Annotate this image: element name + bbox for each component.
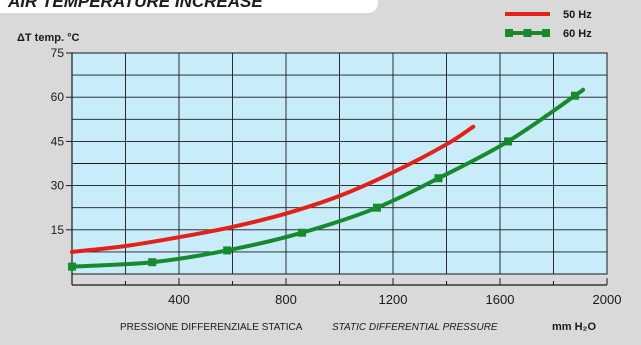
- x-axis-title: PRESSIONE DIFFERENZIALE STATICA: [120, 322, 303, 333]
- series-point-60hz: [223, 246, 232, 255]
- x-tick-label: 2000: [593, 292, 622, 307]
- x-axis-unit: mm H₂O: [552, 321, 596, 333]
- y-tick-label: 30: [51, 179, 65, 193]
- series-point-60hz: [148, 258, 157, 267]
- chart-title: AIR TEMPERATURE INCREASE: [8, 0, 263, 11]
- series-point-60hz: [434, 174, 443, 183]
- legend-label-60hz: 60 Hz: [563, 28, 592, 40]
- x-tick-label: 1600: [486, 292, 515, 307]
- x-tick-label: 400: [168, 292, 190, 307]
- legend-marker-60hz: [523, 29, 532, 37]
- series-line-50hz: [70, 124, 476, 254]
- series-point-60hz: [372, 203, 381, 212]
- series-point-60hz: [504, 137, 513, 146]
- y-tick-label: 75: [51, 46, 65, 60]
- y-axis-title: ΔT temp. °C: [17, 32, 79, 44]
- legend-marker-60hz: [542, 29, 550, 37]
- y-tick-label: 60: [51, 90, 65, 104]
- x-axis-title-italic: STATIC DIFFERENTIAL PRESSURE: [332, 322, 498, 333]
- series-point-60hz: [298, 228, 307, 237]
- series-point-60hz: [68, 262, 76, 271]
- legend-label-50hz: 50 Hz: [563, 9, 592, 21]
- x-tick-label: 800: [275, 292, 297, 307]
- title-tab: AIR TEMPERATURE INCREASE: [0, 0, 378, 13]
- series-point-60hz: [570, 91, 579, 100]
- x-tick-label: 1200: [379, 292, 408, 307]
- y-tick-label: 45: [51, 134, 65, 148]
- legend-marker-60hz: [505, 29, 513, 37]
- y-tick-label: 15: [51, 223, 65, 237]
